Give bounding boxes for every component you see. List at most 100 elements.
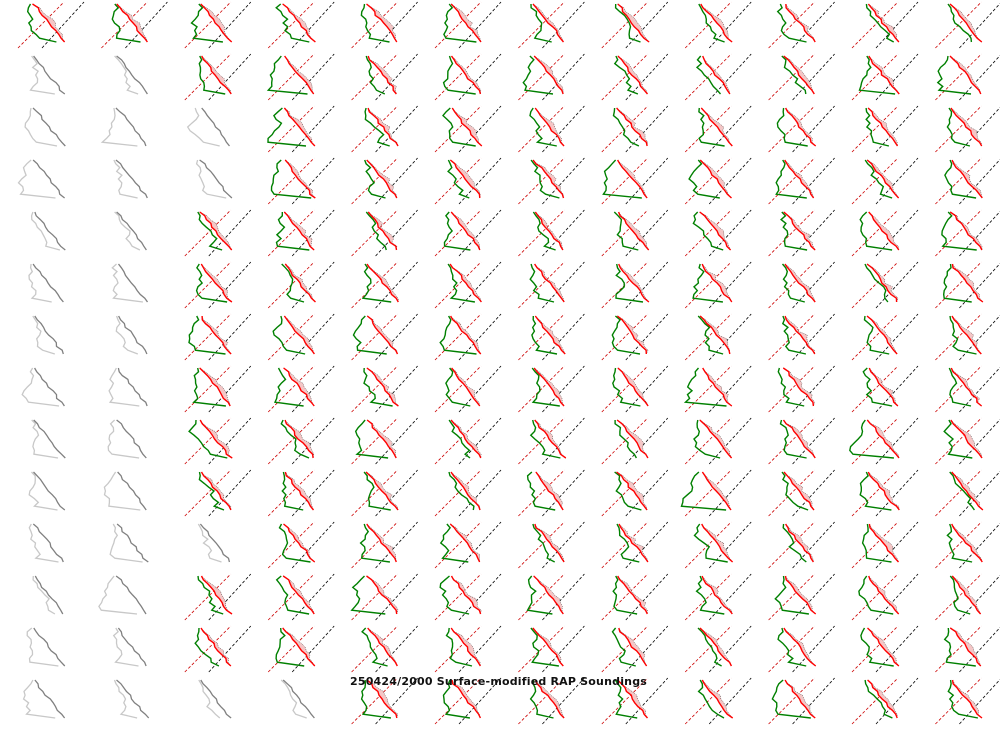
reference-diagonal-red (601, 157, 649, 205)
temperature-line (366, 419, 397, 459)
temperature-line-missing (34, 211, 66, 251)
temperature-line (868, 367, 899, 407)
temperature-line (784, 263, 816, 303)
temperature-line-missing (34, 315, 64, 355)
dewpoint-line (949, 315, 977, 355)
dry-adiabat-diagonal (458, 469, 502, 517)
sounding-cell (684, 313, 752, 361)
temperature-line-missing (33, 419, 66, 459)
dewpoint-line (439, 315, 477, 355)
sounding-cell (197, 523, 231, 563)
dewpoint-line (275, 212, 310, 251)
dry-adiabat-diagonal (959, 470, 1000, 517)
reference-diagonal-red (684, 521, 732, 569)
sounding-cell (935, 105, 1000, 153)
dewpoint-line (949, 471, 975, 511)
dewpoint-line (275, 3, 310, 43)
reference-diagonal-red (768, 313, 815, 361)
dewpoint-line (365, 211, 387, 251)
reference-diagonal-red (851, 365, 899, 413)
dewpoint-line (198, 471, 225, 511)
sounding-cell (680, 469, 752, 517)
dewpoint-line (697, 627, 722, 667)
cape-fill (366, 419, 397, 459)
reference-diagonal-red (684, 157, 732, 205)
temperature-line (867, 679, 898, 719)
temperature-line-missing (33, 627, 66, 667)
dewpoint-line (272, 315, 306, 355)
dewpoint-line (360, 3, 390, 43)
temperature-line (866, 315, 898, 355)
sounding-cell (684, 261, 752, 309)
reference-diagonal-red (267, 105, 315, 153)
dewpoint-line-missing (114, 211, 141, 251)
sounding-cell (434, 573, 502, 621)
dewpoint-line (197, 575, 224, 615)
dewpoint-line (192, 367, 226, 407)
dewpoint-line (613, 55, 639, 95)
sounding-cell (107, 419, 147, 459)
sounding-cell (518, 469, 585, 517)
dewpoint-line (612, 367, 641, 407)
dewpoint-line (698, 3, 725, 43)
dewpoint-line (529, 107, 557, 147)
sounding-cell (280, 679, 315, 719)
reference-diagonal-red (267, 209, 315, 257)
dewpoint-line (936, 55, 972, 95)
reference-diagonal-red (267, 625, 315, 673)
temperature-line (449, 159, 481, 199)
dewpoint-line (26, 3, 57, 43)
temperature-line (868, 575, 900, 615)
reference-diagonal-red (17, 1, 65, 49)
dry-adiabat-diagonal (625, 677, 669, 725)
dewpoint-line (613, 211, 639, 251)
temperature-line (951, 263, 984, 303)
sounding-cell (267, 573, 335, 621)
sounding-cell (115, 315, 148, 355)
reference-diagonal-red (267, 521, 315, 569)
temperature-line-missing (118, 315, 148, 355)
dry-adiabat-diagonal (458, 209, 502, 257)
reference-diagonal-red (518, 469, 565, 517)
dry-adiabat-diagonal (208, 1, 252, 49)
sounding-cell (518, 677, 585, 725)
dewpoint-line (275, 627, 305, 667)
dewpoint-line (439, 523, 469, 563)
dewpoint-line (530, 627, 559, 667)
dry-adiabat-diagonal (375, 313, 418, 361)
dewpoint-line (775, 159, 807, 199)
sounding-cell (351, 313, 418, 361)
temperature-line (951, 159, 983, 199)
reference-diagonal-red (351, 677, 398, 725)
sounding-cell (935, 573, 1000, 621)
dry-adiabat-diagonal (208, 469, 252, 517)
reference-diagonal-red (518, 677, 565, 725)
dry-adiabat-diagonal (792, 469, 835, 517)
dewpoint-line (267, 107, 307, 147)
sounding-cell (267, 365, 335, 413)
temperature-line-missing (115, 107, 147, 147)
temperature-line (116, 3, 148, 43)
sounding-cell (434, 261, 502, 309)
dry-adiabat-diagonal (708, 365, 752, 413)
reference-diagonal-red (351, 157, 398, 205)
dewpoint-line (529, 679, 554, 719)
dewpoint-line (683, 367, 727, 407)
reference-diagonal-red (684, 417, 732, 465)
temperature-line (699, 627, 733, 667)
temperature-line (701, 263, 733, 303)
dewpoint-line (280, 419, 310, 459)
sounding-cell (851, 521, 919, 569)
dewpoint-line-missing (24, 107, 58, 147)
temperature-line (283, 367, 315, 407)
dry-adiabat-diagonal (291, 1, 335, 49)
chart-title: 250424/2000 Surface-modified RAP Soundin… (350, 675, 648, 688)
sounding-cell (184, 53, 252, 101)
sounding-cell (22, 679, 66, 719)
reference-diagonal-red (851, 261, 899, 309)
dry-adiabat-diagonal (875, 677, 919, 725)
dewpoint-line (443, 211, 471, 251)
temperature-line-missing (116, 55, 148, 95)
cape-fill (868, 211, 899, 251)
sounding-cell (267, 417, 335, 465)
